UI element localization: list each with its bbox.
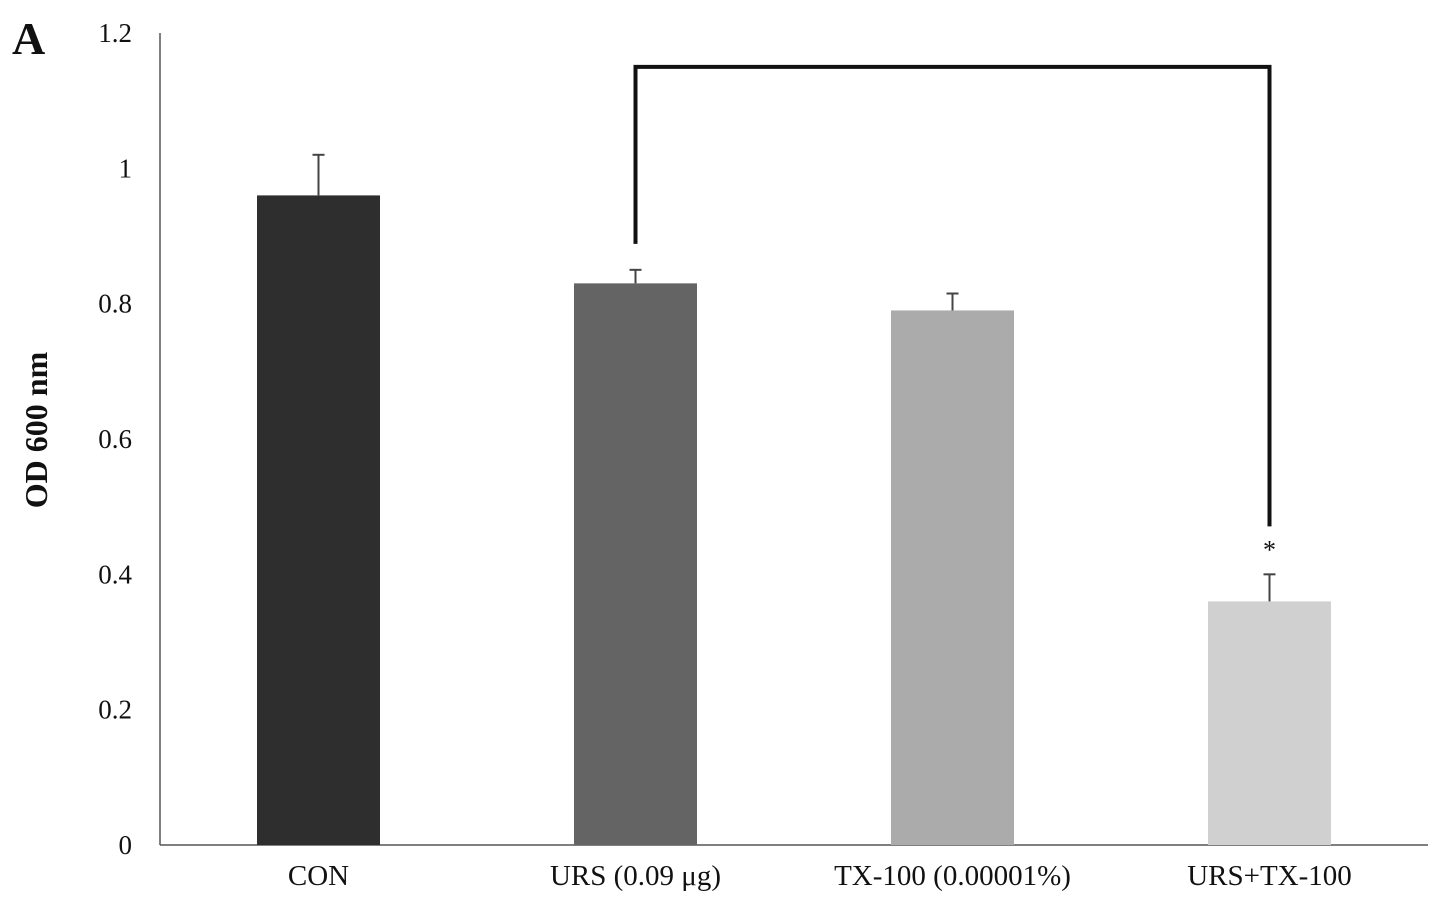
panel-label: A: [12, 13, 45, 64]
y-tick-label: 0.4: [98, 559, 132, 589]
significance-annotations: *: [633, 64, 1276, 564]
y-tick-label: 0.8: [98, 289, 132, 319]
x-tick-label: CON: [288, 860, 349, 892]
significance-bracket: [633, 64, 1272, 527]
x-tick-label: URS (0.09 μg): [550, 860, 721, 892]
y-axis-title: OD 600 nm: [18, 351, 54, 508]
axes: 0 0.2 0.4 0.6 0.8 1 1.2 CON URS (0.09 μg) TX-100 …: [98, 18, 1428, 892]
bar: [891, 310, 1014, 845]
y-tick-label: 0.6: [98, 424, 132, 454]
y-tick-label: 0: [119, 830, 133, 860]
bar: [1208, 601, 1331, 845]
x-tick-label: TX-100 (0.00001%): [834, 860, 1071, 892]
bar: [257, 195, 380, 845]
significance-asterisk: *: [1263, 535, 1276, 564]
x-tick-label: URS+TX-100: [1187, 860, 1352, 892]
error-bars: [312, 153, 1276, 602]
y-tick-label: 1: [119, 153, 133, 183]
bar: [574, 283, 697, 845]
y-tick-label: 0.2: [98, 695, 132, 725]
y-tick-label: 1.2: [98, 18, 132, 48]
bars: [257, 195, 1331, 845]
